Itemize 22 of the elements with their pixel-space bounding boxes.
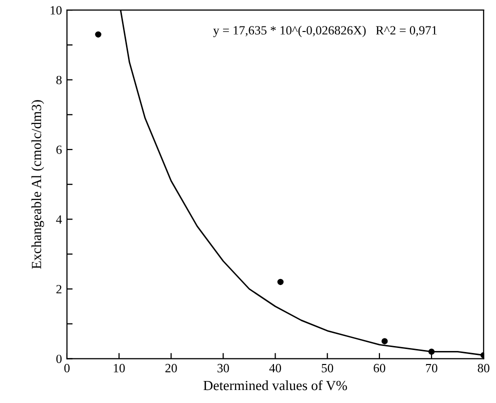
x-tick-label: 40	[269, 364, 282, 372]
y-tick-label: 0	[56, 354, 62, 364]
x-tick-label: 80	[478, 364, 490, 372]
x-tick-label: 30	[218, 364, 229, 372]
annotation: y = 17,635 * 10^(-0,026826X) R^2 = 0,971	[213, 26, 437, 38]
x-tick-label: 60	[374, 364, 386, 372]
x-tick-label: 0	[64, 364, 70, 372]
x-tick-label: 10	[114, 364, 125, 372]
y-tick-label: 4	[56, 215, 62, 224]
y-tick-label: 2	[56, 285, 62, 294]
y-tick-label: 8	[56, 76, 62, 84]
y-tick-label: 10	[50, 6, 62, 15]
y-tick-label: 6	[56, 146, 62, 154]
point	[428, 348, 435, 355]
point	[277, 278, 284, 286]
point	[382, 338, 388, 344]
x-tick-label: 20	[165, 364, 177, 372]
y-axis-title: Exchangeable Al (cmolc/dm3)	[31, 100, 44, 269]
x-axis-title: Determined values of V%	[203, 380, 347, 390]
x-tick-label: 70	[426, 364, 438, 372]
x-tick-label: 50	[322, 364, 334, 372]
point	[95, 31, 102, 38]
